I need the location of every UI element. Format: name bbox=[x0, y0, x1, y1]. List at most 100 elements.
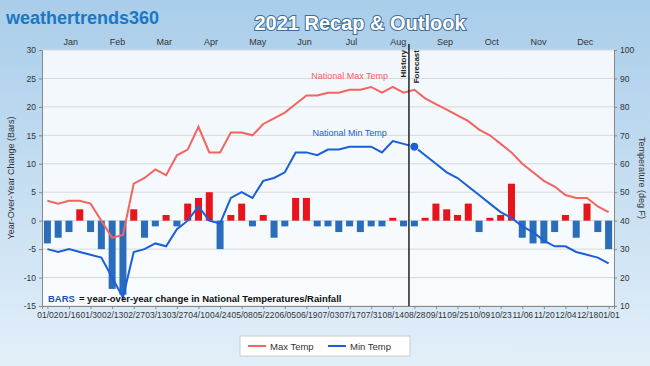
tick-label: -10 bbox=[24, 273, 37, 283]
month-label: Jun bbox=[297, 37, 312, 47]
bar bbox=[497, 215, 504, 221]
axis-line bbox=[39, 51, 43, 307]
bar bbox=[152, 221, 159, 227]
tick-mark bbox=[39, 306, 42, 307]
tick-label: 03/27 bbox=[167, 310, 189, 320]
axis-line bbox=[615, 51, 618, 307]
tick-mark bbox=[458, 306, 459, 309]
tick-label: -5 bbox=[28, 244, 36, 254]
tick: 5 bbox=[31, 187, 42, 197]
month-label: Apr bbox=[204, 37, 218, 47]
tick: 10/23 bbox=[491, 306, 513, 320]
tick-mark bbox=[134, 306, 135, 309]
tick-label: 90 bbox=[620, 74, 630, 84]
tick-mark bbox=[501, 306, 502, 309]
tick-label: 100 bbox=[620, 45, 634, 55]
tick: 20 bbox=[27, 102, 42, 112]
legend-label: Max Temp bbox=[270, 341, 314, 352]
tick-label: 10 bbox=[27, 159, 37, 169]
tick-mark bbox=[39, 107, 42, 108]
bar bbox=[249, 221, 256, 227]
note-text: = year-over-year change in National Temp… bbox=[79, 293, 342, 304]
tick-label: 15 bbox=[27, 131, 37, 141]
bar-series bbox=[44, 184, 612, 295]
tick-mark bbox=[39, 221, 42, 222]
bar bbox=[508, 184, 515, 221]
bar bbox=[432, 204, 439, 221]
logo: weathertrends360 bbox=[5, 8, 159, 28]
tick-label: 60 bbox=[620, 159, 630, 169]
tick: 03/27 bbox=[167, 306, 189, 320]
tick-label: 20 bbox=[620, 273, 630, 283]
tick: 09/25 bbox=[447, 306, 469, 320]
tick-label: 08/14 bbox=[383, 310, 405, 320]
tick: 25 bbox=[27, 74, 42, 84]
axis-line bbox=[43, 307, 615, 310]
tick-mark bbox=[39, 164, 42, 165]
tick-mark bbox=[155, 306, 156, 309]
tick: 30 bbox=[27, 45, 42, 55]
bar bbox=[594, 221, 601, 232]
bar bbox=[130, 209, 137, 220]
tick-mark bbox=[242, 306, 243, 309]
tick-mark bbox=[177, 306, 178, 309]
tick-mark bbox=[39, 135, 42, 136]
tick-mark bbox=[479, 306, 480, 309]
tick-mark bbox=[614, 249, 617, 250]
tick-label: 12/18 bbox=[577, 310, 599, 320]
tick-label: 01/30 bbox=[80, 310, 102, 320]
bar bbox=[44, 221, 51, 244]
bar bbox=[368, 221, 375, 227]
tick: 40 bbox=[614, 216, 630, 226]
bar bbox=[605, 221, 612, 249]
grid-line bbox=[42, 192, 614, 193]
tick-mark bbox=[39, 249, 42, 250]
x-axis: 01/0201/1601/3002/1302/2703/1303/2704/10… bbox=[37, 306, 620, 320]
bar bbox=[324, 221, 331, 227]
tick-mark bbox=[436, 306, 437, 309]
tick-mark bbox=[47, 306, 48, 309]
legend-label: Min Temp bbox=[350, 341, 391, 352]
tick: 08/14 bbox=[383, 306, 405, 320]
bar bbox=[173, 221, 180, 227]
chart-container: -15-10-505101520253010203040506070809010… bbox=[0, 0, 650, 366]
series-label: National Max Temp bbox=[311, 71, 388, 81]
bar bbox=[486, 218, 493, 221]
tick: 08/28 bbox=[404, 306, 426, 320]
bar bbox=[422, 218, 429, 221]
tick-label: 03/13 bbox=[145, 310, 167, 320]
tick-label: 05/22 bbox=[253, 310, 275, 320]
tick-mark bbox=[587, 306, 588, 309]
tick-label: 30 bbox=[620, 244, 630, 254]
tick: 02/27 bbox=[124, 306, 146, 320]
bar bbox=[400, 221, 407, 227]
bar bbox=[314, 221, 321, 227]
y2-axis-title: Temperature (deg F) bbox=[637, 137, 647, 219]
tick-mark bbox=[371, 306, 372, 309]
tick-label: 25 bbox=[27, 74, 37, 84]
tick-label: 07/31 bbox=[361, 310, 383, 320]
y-axis: -15-10-5051015202530 bbox=[24, 45, 43, 311]
y-axis-title: Year-Over-Year Change (Bars) bbox=[6, 117, 16, 240]
tick: 09/11 bbox=[426, 306, 447, 320]
tick: 01/16 bbox=[59, 306, 81, 320]
tick: 100 bbox=[614, 45, 634, 55]
bar bbox=[271, 221, 278, 238]
plot-area bbox=[42, 50, 614, 306]
bar bbox=[335, 221, 342, 232]
bar bbox=[443, 209, 450, 220]
tick-mark bbox=[69, 306, 70, 309]
tick-label: 09/11 bbox=[426, 310, 447, 320]
legend-box bbox=[240, 336, 410, 356]
grid-line bbox=[42, 106, 614, 107]
tick: 03/13 bbox=[145, 306, 167, 320]
month-label: Nov bbox=[530, 37, 547, 47]
tick-label: 80 bbox=[620, 102, 630, 112]
bar bbox=[584, 204, 591, 221]
bar bbox=[281, 221, 288, 227]
bar bbox=[141, 221, 148, 238]
tick: 07/31 bbox=[361, 306, 383, 320]
tick: 05/22 bbox=[253, 306, 275, 320]
tick-label: 11/20 bbox=[534, 310, 555, 320]
bar bbox=[357, 221, 364, 232]
